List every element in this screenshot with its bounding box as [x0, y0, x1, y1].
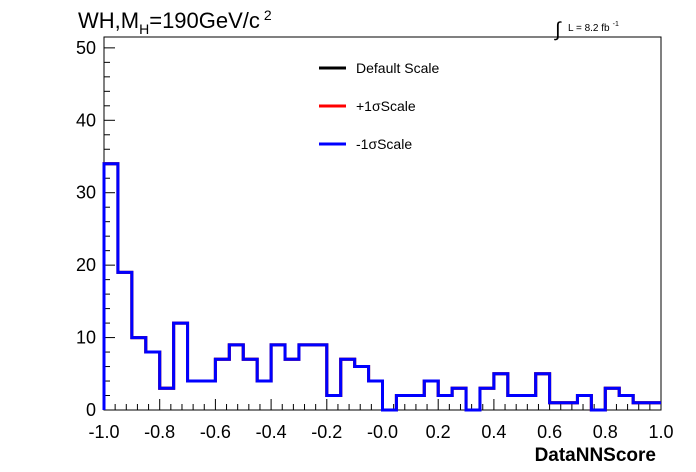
legend-label: +1σScale: [356, 98, 416, 114]
x-tick-label: 0.4: [481, 422, 506, 442]
x-tick-label: 0.2: [426, 422, 451, 442]
y-tick-label: 10: [76, 328, 96, 348]
x-tick-label: 0.6: [537, 422, 562, 442]
series-layer: [102, 162, 661, 412]
y-tick-label: 50: [76, 38, 96, 58]
y-axis-ticks: 0 10 20 30 40 50: [76, 38, 115, 420]
y-tick-label: 30: [76, 183, 96, 203]
x-tick-label: 0.8: [593, 422, 618, 442]
chart-title: WH,MH=190GeV/c 2: [78, 7, 272, 37]
x-tick-label: -0.6: [200, 422, 231, 442]
legend: Default Scale +1σScale -1σScale: [319, 60, 439, 152]
legend-label: -1σScale: [356, 136, 412, 152]
y-tick-label: 40: [76, 110, 96, 130]
luminosity-label: ∫ L = 8.2 fb -1: [554, 19, 619, 41]
luminosity-value: L = 8.2 fb -1: [568, 21, 619, 34]
x-tick-label: -0.2: [311, 422, 342, 442]
y-tick-label: 20: [76, 255, 96, 275]
x-tick-label: -0.0: [367, 422, 398, 442]
x-axis-ticks: -1.0 -0.8 -0.6 -0.4 -0.2 -0.0 0.2 0.4 0.6 0.8 1.0: [88, 399, 674, 442]
y-tick-label: 0: [86, 400, 96, 420]
x-tick-label: -1.0: [88, 422, 119, 442]
x-tick-label: -0.8: [144, 422, 175, 442]
series-line: [102, 162, 661, 412]
x-tick-label: 1.0: [648, 422, 673, 442]
integral-sign: ∫: [554, 19, 562, 41]
x-axis-label: DataNNScore: [535, 445, 656, 466]
legend-label: Default Scale: [356, 60, 439, 76]
x-tick-label: -0.4: [256, 422, 287, 442]
